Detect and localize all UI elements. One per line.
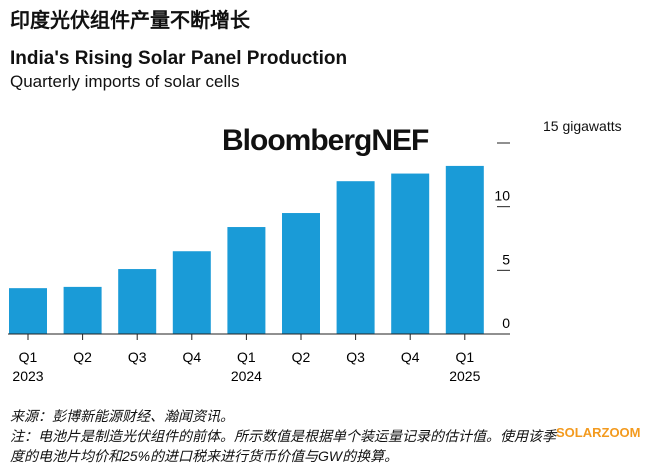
bar: [172, 251, 211, 334]
y-axis-unit-label: 15 gigawatts: [543, 118, 622, 134]
x-year-label: 2025: [449, 368, 480, 384]
x-tick-label: Q3: [128, 349, 147, 365]
footnote-line-2: 度的电池片均价和25%的进口税来进行货币价值与GW的换算。: [10, 448, 399, 464]
footnote-line-1: 注：电池片是制造光伏组件的前体。所示数值是根据单个装运量记录的估计值。使用该季: [10, 428, 556, 444]
y-tick-label: 10: [494, 188, 510, 204]
chart-title: India's Rising Solar Panel Production: [10, 48, 348, 69]
bar-chart: Q1 2023 Q2 Q3 Q4 Q1 2024 Q2 Q3 Q4 Q1 2025 0 5 10: [8, 142, 510, 384]
bar: [63, 286, 102, 334]
x-tick-label: Q4: [182, 349, 201, 365]
bar: [9, 288, 47, 334]
x-tick-label: Q2: [292, 349, 311, 365]
x-tick-label: Q3: [346, 349, 365, 365]
x-tick-label: Q4: [401, 349, 420, 365]
source-note: 来源：彭博新能源财经、瀚闻资讯。: [10, 408, 234, 424]
watermark: SOLARZOOM: [556, 425, 641, 440]
x-tick-label: Q1: [455, 349, 474, 365]
bar: [282, 213, 320, 334]
chinese-title: 印度光伏组件产量不断增长: [10, 10, 250, 32]
x-year-label: 2024: [231, 368, 262, 384]
x-tick-label: Q1: [19, 349, 38, 365]
bloombergnef-logo: BloombergNEF: [222, 124, 429, 157]
x-tick-label: Q2: [73, 349, 92, 365]
y-tick-label: 5: [502, 251, 510, 267]
y-tick-label: 0: [502, 315, 510, 331]
bar: [445, 165, 484, 334]
bar: [118, 269, 157, 334]
chart-subtitle: Quarterly imports of solar cells: [10, 72, 240, 91]
bar: [227, 227, 266, 334]
x-year-label: 2023: [12, 368, 43, 384]
bar: [391, 173, 430, 334]
x-tick-label: Q1: [237, 349, 256, 365]
bar: [336, 181, 375, 334]
